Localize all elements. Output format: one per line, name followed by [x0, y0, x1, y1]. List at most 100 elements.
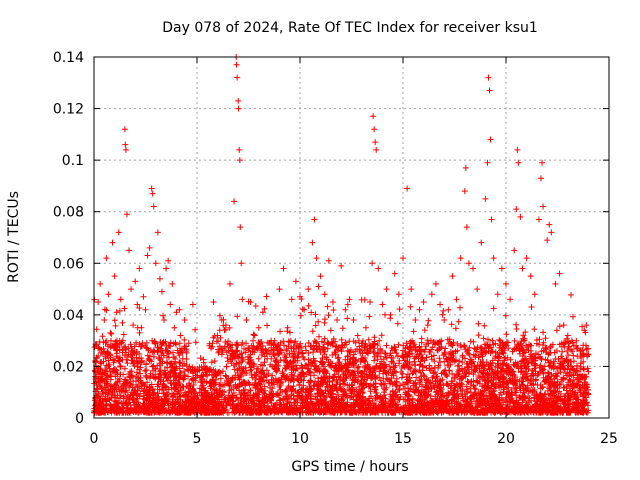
- data-point: [514, 146, 521, 153]
- data-point: [577, 347, 584, 354]
- data-point: [539, 159, 546, 166]
- data-point: [379, 301, 386, 308]
- y-tick-label: 0.08: [53, 205, 84, 221]
- axis-ticks: [93, 56, 610, 419]
- y-tick-label: 0.1: [62, 153, 84, 169]
- data-point: [288, 296, 295, 303]
- data-point: [346, 296, 353, 303]
- data-point: [214, 332, 221, 339]
- data-point: [111, 273, 118, 280]
- data-point: [531, 291, 538, 298]
- data-point: [391, 270, 398, 277]
- data-point: [538, 175, 545, 182]
- data-point: [181, 317, 188, 324]
- data-point: [552, 280, 559, 287]
- x-tick-label: 20: [497, 431, 515, 447]
- y-axis-label: ROTI / TECUs: [6, 191, 22, 283]
- data-point: [152, 260, 159, 267]
- data-point: [163, 265, 170, 272]
- data-point: [424, 322, 431, 329]
- data-point: [420, 298, 427, 305]
- data-point: [238, 260, 245, 267]
- data-point: [142, 306, 149, 313]
- data-point: [373, 146, 380, 153]
- data-point: [99, 376, 106, 383]
- data-point: [546, 221, 553, 228]
- data-point: [370, 113, 377, 120]
- y-tick-label: 0.02: [53, 359, 84, 375]
- x-tick-label: 10: [291, 431, 309, 447]
- data-point: [97, 280, 104, 287]
- data-point: [342, 306, 349, 313]
- data-point: [490, 255, 497, 262]
- data-point: [556, 270, 563, 277]
- data-point: [503, 280, 509, 287]
- data-point: [236, 146, 243, 153]
- data-point: [235, 97, 242, 104]
- data-point: [128, 286, 135, 293]
- data-point: [437, 301, 444, 308]
- chart-title: Day 078 of 2024, Rate Of TEC Index for r…: [162, 20, 538, 36]
- data-point: [161, 317, 168, 324]
- data-point: [470, 265, 477, 272]
- data-point: [515, 159, 522, 166]
- y-tick-label: 0.12: [53, 102, 84, 118]
- data-point: [463, 224, 470, 231]
- data-point: [156, 275, 163, 282]
- data-point: [400, 255, 406, 262]
- data-point: [487, 136, 494, 143]
- data-point: [485, 74, 492, 81]
- data-point: [119, 337, 126, 344]
- data-point: [372, 139, 379, 146]
- data-point: [105, 291, 112, 298]
- data-point: [457, 255, 464, 262]
- data-point: [122, 146, 129, 153]
- x-axis-label: GPS time / hours: [291, 459, 408, 475]
- data-point: [519, 265, 526, 272]
- data-point: [117, 296, 124, 303]
- data-point: [297, 293, 303, 300]
- data-point: [478, 239, 485, 246]
- data-point: [177, 332, 184, 339]
- data-point: [334, 317, 341, 324]
- data-point: [449, 273, 456, 280]
- data-point: [236, 157, 243, 164]
- data-point: [109, 239, 116, 246]
- data-point: [189, 301, 196, 308]
- data-point: [173, 309, 180, 316]
- x-tick-label: 15: [394, 431, 412, 447]
- data-point: [144, 252, 151, 259]
- data-point: [338, 262, 345, 269]
- dense-low-value-cloud: [91, 291, 592, 416]
- data-point: [226, 280, 233, 287]
- data-point: [488, 216, 495, 223]
- x-tick-labels: 0 5 10 15 20 25: [90, 431, 618, 447]
- data-point: [115, 229, 122, 236]
- x-tick-label: 5: [193, 431, 202, 447]
- x-tick-label: 25: [600, 431, 618, 447]
- data-point: [103, 255, 110, 262]
- data-point: [482, 195, 489, 202]
- data-point: [383, 286, 390, 293]
- data-point: [167, 301, 174, 308]
- data-point: [113, 309, 120, 316]
- data-point: [247, 298, 254, 305]
- data-point: [494, 291, 501, 298]
- data-point: [169, 280, 176, 287]
- data-point: [371, 126, 378, 133]
- data-point: [461, 188, 468, 195]
- data-point: [350, 317, 357, 324]
- dense-marks: [91, 291, 592, 416]
- data-point: [198, 373, 205, 380]
- y-tick-labels: 0 0.02 0.04 0.06 0.08 0.1 0.12 0.14: [53, 50, 84, 427]
- data-point: [465, 260, 472, 267]
- data-point: [218, 317, 225, 324]
- data-point: [486, 87, 493, 94]
- data-point: [548, 229, 555, 236]
- data-point: [121, 126, 128, 133]
- data-point: [276, 286, 283, 293]
- data-point: [369, 260, 376, 267]
- data-point: [132, 278, 139, 285]
- data-point: [313, 255, 320, 262]
- data-point: [354, 332, 361, 339]
